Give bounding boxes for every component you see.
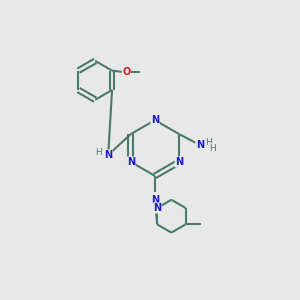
Text: N: N xyxy=(104,150,112,160)
Text: H: H xyxy=(206,137,212,146)
Text: N: N xyxy=(175,157,183,167)
Text: H: H xyxy=(209,143,216,152)
Text: N: N xyxy=(151,195,159,205)
Text: N: N xyxy=(127,157,135,167)
Text: N: N xyxy=(196,140,204,150)
Text: O: O xyxy=(122,67,130,77)
Text: H: H xyxy=(95,148,102,157)
Text: N: N xyxy=(153,203,161,213)
Text: N: N xyxy=(151,115,159,125)
